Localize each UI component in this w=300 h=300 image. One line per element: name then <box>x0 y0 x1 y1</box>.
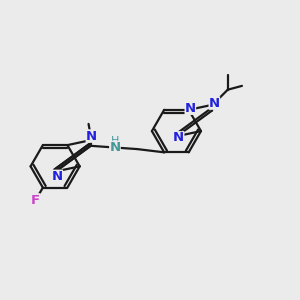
Text: F: F <box>31 194 40 207</box>
Text: N: N <box>173 131 184 144</box>
Text: N: N <box>52 170 63 183</box>
Text: N: N <box>110 141 121 154</box>
Text: N: N <box>209 97 220 110</box>
Text: N: N <box>185 102 196 115</box>
Text: N: N <box>86 130 97 142</box>
Text: H: H <box>111 136 119 146</box>
